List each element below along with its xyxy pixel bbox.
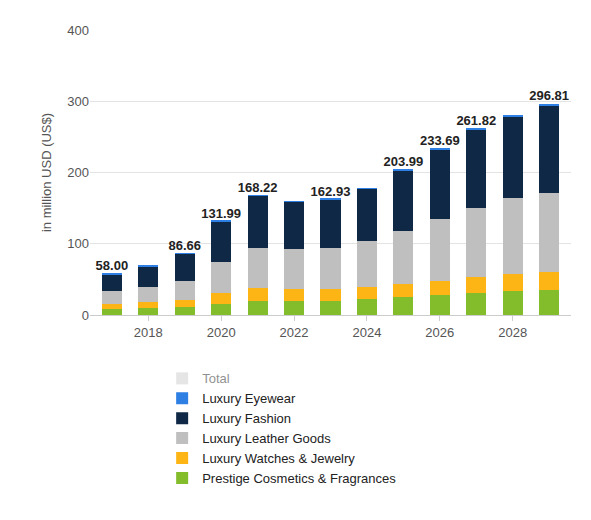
svg-text:0: 0	[82, 308, 89, 323]
svg-text:in million USD (US$): in million USD (US$)	[39, 113, 54, 232]
svg-text:Luxury Watches & Jewelry: Luxury Watches & Jewelry	[202, 451, 355, 466]
svg-text:168.22: 168.22	[238, 180, 278, 195]
svg-text:400: 400	[67, 23, 89, 38]
svg-text:100: 100	[67, 236, 89, 251]
svg-text:2024: 2024	[352, 325, 381, 340]
svg-text:2022: 2022	[280, 325, 309, 340]
svg-text:Prestige Cosmetics & Fragrance: Prestige Cosmetics & Fragrances	[202, 471, 396, 486]
svg-text:296.81: 296.81	[529, 88, 569, 103]
svg-text:131.99: 131.99	[201, 206, 241, 221]
svg-text:2028: 2028	[498, 325, 527, 340]
svg-text:Luxury Leather Goods: Luxury Leather Goods	[202, 431, 331, 446]
svg-text:58.00: 58.00	[96, 258, 129, 273]
svg-text:261.82: 261.82	[456, 113, 496, 128]
svg-text:Luxury Fashion: Luxury Fashion	[202, 411, 291, 426]
svg-text:Luxury Eyewear: Luxury Eyewear	[202, 391, 296, 406]
svg-text:2026: 2026	[425, 325, 454, 340]
svg-text:86.66: 86.66	[168, 238, 201, 253]
svg-text:Total: Total	[202, 371, 230, 386]
svg-text:300: 300	[67, 94, 89, 109]
svg-text:162.93: 162.93	[311, 184, 351, 199]
svg-text:2018: 2018	[134, 325, 163, 340]
svg-text:203.99: 203.99	[383, 154, 423, 169]
svg-text:2020: 2020	[207, 325, 236, 340]
svg-text:233.69: 233.69	[420, 133, 460, 148]
svg-text:200: 200	[67, 165, 89, 180]
